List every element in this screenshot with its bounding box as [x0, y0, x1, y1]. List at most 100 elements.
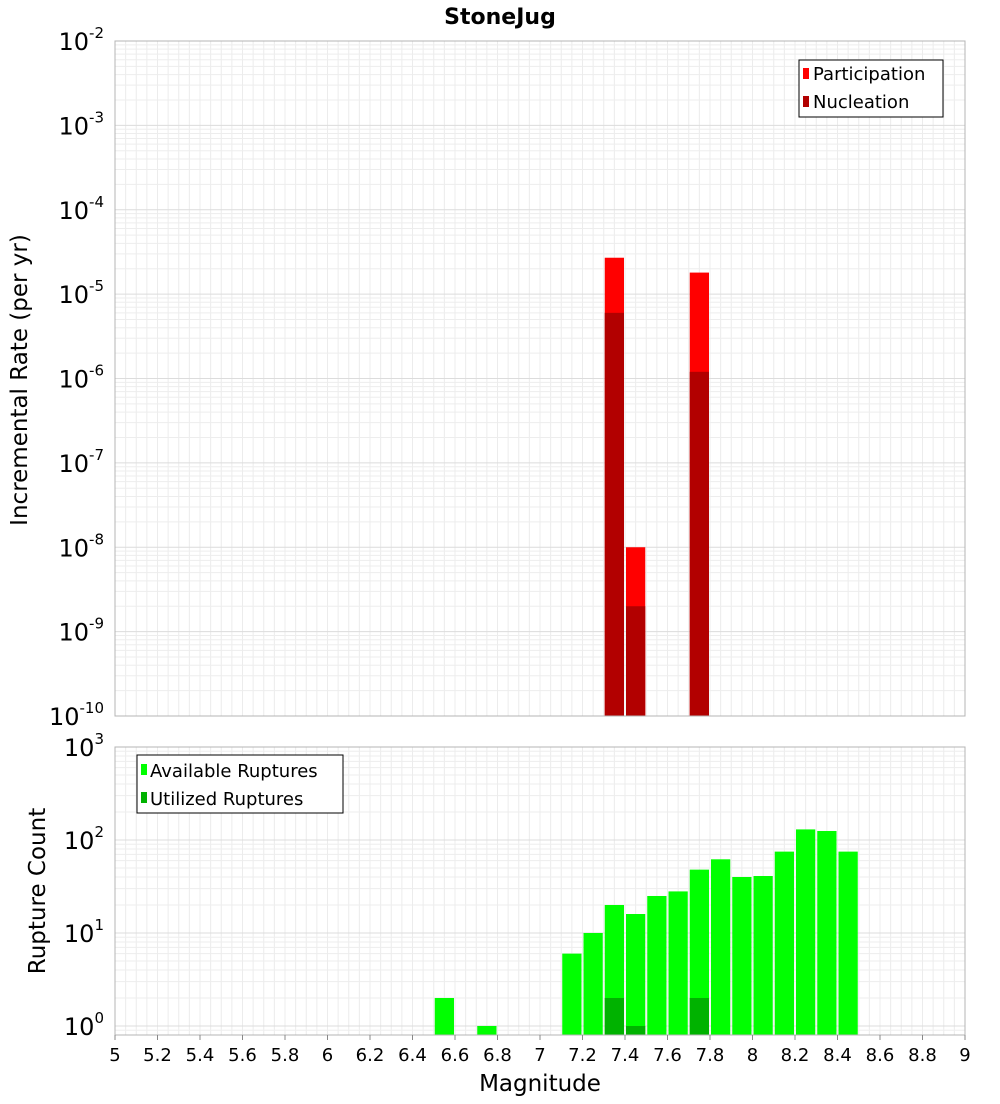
x-tick-label: 7.4 — [611, 1045, 640, 1066]
available-ruptures-bar — [583, 932, 603, 1035]
top-y-tick-exponent: -6 — [89, 362, 104, 380]
top-legend-box — [798, 59, 944, 118]
top-y-ticks: 10-210-310-410-510-610-710-810-910-10 — [49, 24, 104, 731]
utilized-ruptures-bar — [689, 997, 709, 1035]
x-tick-label: 5.6 — [228, 1045, 257, 1066]
bottom-legend: Available Ruptures Utilized Ruptures — [136, 754, 344, 814]
bottom-y-tick-exponent: 2 — [94, 823, 104, 841]
top-y-tick-base: 10 — [58, 450, 89, 478]
chart-title: StoneJug — [444, 5, 556, 30]
available-ruptures-bar — [689, 869, 709, 1035]
x-tick-label: 7.6 — [653, 1045, 682, 1066]
top-grid — [114, 40, 966, 717]
top-y-tick-base: 10 — [58, 112, 89, 140]
top-y-tick-exponent: -4 — [89, 193, 104, 211]
participation-legend-label: Participation — [813, 64, 925, 85]
x-axis-label: Magnitude — [479, 1071, 601, 1097]
top-y-tick-exponent: -8 — [89, 530, 104, 548]
top-y-tick-label: 10-5 — [58, 277, 104, 309]
participation-legend-swatch — [803, 68, 809, 79]
nucleation-bar — [626, 606, 646, 716]
bottom-y-tick-label: 103 — [64, 730, 104, 762]
top-y-tick-label: 10-7 — [58, 446, 104, 478]
top-y-tick-base: 10 — [58, 534, 89, 562]
available-ruptures-bar — [626, 914, 646, 1035]
bottom-y-tick-base: 10 — [64, 920, 95, 948]
x-tick-label: 9 — [959, 1045, 970, 1066]
top-y-tick-label: 10-8 — [58, 530, 104, 562]
x-tick-label: 8 — [747, 1045, 758, 1066]
available-ruptures-bar — [796, 829, 816, 1035]
bottom-legend-box — [136, 754, 344, 814]
bottom-y-tick-base: 10 — [64, 734, 95, 762]
available-legend-swatch — [141, 764, 147, 775]
available-ruptures-bar — [753, 876, 773, 1035]
nucleation-bar — [604, 312, 624, 716]
top-y-tick-label: 10-10 — [49, 699, 104, 731]
bottom-y-tick-label: 102 — [64, 823, 104, 855]
nucleation-legend-swatch — [803, 96, 809, 107]
bottom-y-tick-label: 101 — [64, 916, 104, 948]
x-tick-label: 5 — [109, 1045, 120, 1066]
available-ruptures-bar — [732, 877, 752, 1035]
top-plot-frame — [114, 40, 966, 717]
x-tick-label: 5.8 — [271, 1045, 300, 1066]
nucleation-legend-label: Nucleation — [813, 92, 909, 113]
top-y-tick-exponent: -2 — [89, 24, 104, 42]
available-ruptures-bar — [817, 830, 837, 1035]
available-ruptures-bar — [434, 997, 454, 1035]
top-y-tick-label: 10-2 — [58, 24, 104, 56]
top-y-tick-exponent: -7 — [89, 446, 104, 464]
top-y-tick-exponent: -5 — [89, 277, 104, 295]
top-y-axis-label: Incremental Rate (per yr) — [7, 234, 33, 526]
utilized-legend-label: Utilized Ruptures — [150, 789, 303, 810]
top-y-tick-base: 10 — [58, 28, 89, 56]
available-ruptures-bar — [647, 895, 667, 1035]
bottom-y-tick-label: 100 — [64, 1009, 104, 1041]
utilized-ruptures-bar — [604, 997, 624, 1035]
top-legend: Participation Nucleation — [798, 59, 944, 118]
utilized-ruptures-series — [604, 997, 709, 1035]
available-legend-label: Available Ruptures — [150, 761, 318, 782]
top-y-tick-label: 10-3 — [58, 108, 104, 140]
nucleation-series — [604, 312, 709, 716]
top-y-tick-base: 10 — [58, 619, 89, 647]
x-tick-label: 6.4 — [398, 1045, 427, 1066]
available-ruptures-series — [434, 829, 858, 1035]
top-y-tick-exponent: -9 — [89, 615, 104, 633]
x-tick-label: 8.2 — [781, 1045, 810, 1066]
bottom-y-tick-exponent: 3 — [94, 730, 104, 748]
utilized-legend-swatch — [141, 792, 147, 803]
bottom-y-tick-exponent: 0 — [94, 1009, 104, 1027]
top-y-tick-label: 10-4 — [58, 193, 104, 225]
x-tick-label: 7 — [534, 1045, 545, 1066]
top-y-tick-label: 10-6 — [58, 362, 104, 394]
top-y-tick-exponent: -10 — [80, 699, 105, 717]
x-tick-label: 6.8 — [483, 1045, 512, 1066]
x-tick-label: 6.2 — [356, 1045, 385, 1066]
x-tick-label: 5.4 — [186, 1045, 215, 1066]
available-ruptures-bar — [774, 851, 794, 1035]
x-tick-label: 7.2 — [568, 1045, 597, 1066]
x-tick-label: 5.2 — [143, 1045, 172, 1066]
x-tick-label: 8.8 — [908, 1045, 937, 1066]
x-tick-label: 6.6 — [441, 1045, 470, 1066]
top-y-tick-base: 10 — [58, 281, 89, 309]
top-y-tick-base: 10 — [58, 197, 89, 225]
bottom-y-tick-exponent: 1 — [94, 916, 104, 934]
bottom-y-tick-base: 10 — [64, 1013, 95, 1041]
top-y-tick-base: 10 — [49, 703, 80, 731]
x-tick-label: 7.8 — [696, 1045, 725, 1066]
x-tick-label: 8.4 — [823, 1045, 852, 1066]
x-tick-label: 8.6 — [866, 1045, 895, 1066]
top-y-tick-exponent: -3 — [89, 108, 104, 126]
x-ticks: 5 5.2 5.4 5.6 5.8 6 6.2 6.4 6.6 6.8 7 7.2 7.4 7.6 7.8 8… — [109, 1035, 971, 1066]
available-ruptures-bar — [711, 859, 731, 1035]
available-ruptures-bar — [562, 953, 582, 1035]
bottom-y-tick-base: 10 — [64, 827, 95, 855]
nucleation-bar — [689, 371, 709, 716]
available-ruptures-bar — [838, 851, 858, 1035]
x-tick-label: 6 — [322, 1045, 333, 1066]
